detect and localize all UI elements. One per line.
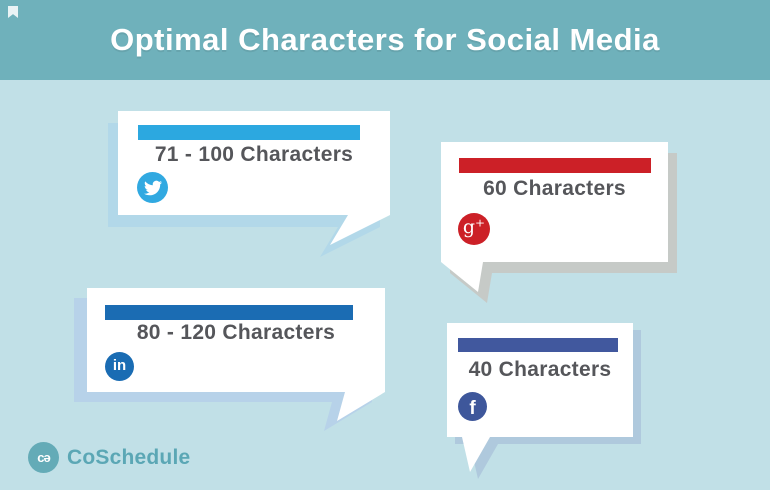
character-count-label: 40 Characters: [468, 358, 612, 381]
speech-bubble-graphic: [441, 142, 677, 303]
speech-bubble: [441, 142, 668, 292]
google-plus-glyph: g⁺: [462, 216, 486, 238]
header-banner: Optimal Characters for Social Media: [0, 0, 770, 80]
twitter-icon: [137, 172, 168, 203]
character-bar: [105, 305, 353, 320]
speech-bubble: [87, 288, 385, 421]
speech-bubble-graphic: [108, 111, 390, 257]
brand-name: CoSchedule: [67, 445, 191, 469]
character-count-label: 80 - 120 Characters: [136, 321, 336, 344]
coschedule-logo: cə CoSchedule: [28, 442, 190, 473]
speech-bubble: [118, 111, 390, 245]
linkedin-glyph: in: [112, 357, 127, 374]
linkedin-card: 80 - 120 Characters in: [70, 280, 400, 435]
speech-bubble: [447, 323, 633, 472]
bookmark-icon: [8, 6, 18, 18]
google-plus-icon: g⁺: [458, 213, 490, 245]
facebook-glyph: f: [469, 398, 476, 419]
character-count-label: 60 Characters: [483, 177, 626, 200]
facebook-icon: f: [458, 392, 487, 421]
google-plus-card: 60 Characters g⁺: [430, 135, 680, 310]
character-bar: [138, 125, 360, 140]
character-bar: [458, 338, 618, 352]
speech-bubble-graphic: [447, 323, 641, 479]
speech-bubble-graphic: [74, 288, 385, 431]
facebook-card: 40 Characters f: [440, 315, 650, 485]
coschedule-mark-icon: cə: [28, 442, 59, 473]
twitter-bird-glyph: [143, 180, 162, 195]
character-bar: [459, 158, 651, 173]
page-title: Optimal Characters for Social Media: [110, 22, 660, 57]
linkedin-icon: in: [105, 352, 134, 381]
twitter-card: 71 - 100 Characters: [100, 100, 400, 260]
character-count-label: 71 - 100 Characters: [154, 143, 354, 166]
